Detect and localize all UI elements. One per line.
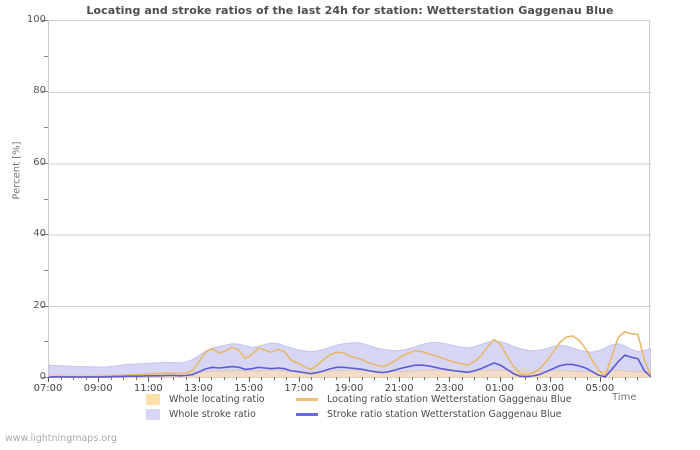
x-tick-mark-minor	[512, 377, 514, 380]
plot-area	[48, 20, 651, 378]
legend-label: Whole stroke ratio	[169, 409, 256, 420]
x-tick-mark-minor	[624, 377, 626, 380]
x-tick-mark-minor	[211, 377, 213, 380]
x-tick-mark	[148, 377, 150, 382]
line-series	[49, 330, 651, 378]
x-tick-mark-minor	[574, 377, 576, 380]
chart-legend: Whole locating ratio Locating ratio stat…	[146, 392, 576, 422]
x-tick-mark-minor	[261, 377, 263, 380]
legend-item-whole-stroke-ratio: Whole stroke ratio	[146, 409, 296, 420]
x-tick-mark-minor	[123, 377, 125, 380]
x-tick-mark-minor	[436, 377, 438, 380]
x-tick-mark-minor	[361, 377, 363, 380]
x-tick-mark-minor	[336, 377, 338, 380]
legend-row: Whole stroke ratio Stroke ratio station …	[146, 407, 576, 422]
x-tick-mark-minor	[386, 377, 388, 380]
line-series	[49, 354, 651, 378]
x-tick-mark	[499, 377, 501, 382]
x-tick-mark-minor	[160, 377, 162, 380]
x-tick-label: 09:00	[83, 383, 113, 394]
x-tick-mark-minor	[612, 377, 614, 380]
x-tick-label: 15:00	[234, 383, 264, 394]
x-axis-title: Time	[612, 392, 637, 403]
x-axis: 07:00 09:00 11:00 13:00 15:00 17:00 19:00 21:00…	[34, 377, 650, 399]
x-tick-mark	[599, 377, 601, 382]
x-tick-mark	[248, 377, 250, 382]
y-tick-label: 80	[33, 85, 46, 97]
x-tick-label: 05:00	[585, 383, 615, 394]
x-tick-mark	[449, 377, 451, 382]
legend-label: Locating ratio station Wetterstation Gag…	[327, 394, 572, 405]
x-tick-mark-minor	[323, 377, 325, 380]
legend-line-icon	[296, 398, 318, 401]
x-tick-mark-minor	[524, 377, 526, 380]
x-tick-mark-minor	[537, 377, 539, 380]
x-tick-mark-minor	[286, 377, 288, 380]
x-tick-label: 21:00	[384, 383, 414, 394]
x-tick-mark-minor	[135, 377, 137, 380]
x-tick-mark-minor	[223, 377, 225, 380]
x-tick-mark-minor	[474, 377, 476, 380]
x-tick-mark	[399, 377, 401, 382]
x-tick-mark-minor	[73, 377, 75, 380]
legend-item-locating-ratio-station: Locating ratio station Wetterstation Gag…	[296, 394, 572, 405]
series-layer	[49, 330, 651, 378]
x-tick-mark-minor	[461, 377, 463, 380]
legend-item-stroke-ratio-station: Stroke ratio station Wetterstation Gagge…	[296, 409, 562, 420]
x-tick-label: 07:00	[33, 383, 63, 394]
x-tick-mark	[198, 377, 200, 382]
legend-swatch-icon	[146, 409, 160, 420]
x-tick-mark-minor	[110, 377, 112, 380]
gridlines	[49, 91, 651, 308]
x-tick-label: 11:00	[133, 383, 163, 394]
x-tick-mark-minor	[173, 377, 175, 380]
legend-item-whole-locating-ratio: Whole locating ratio	[146, 394, 296, 405]
legend-label: Stroke ratio station Wetterstation Gagge…	[327, 409, 562, 420]
x-tick-mark-minor	[562, 377, 564, 380]
legend-label: Whole locating ratio	[169, 394, 265, 405]
x-tick-mark-minor	[374, 377, 376, 380]
x-tick-mark-minor	[236, 377, 238, 380]
x-tick-mark-minor	[424, 377, 426, 380]
x-tick-mark-minor	[311, 377, 313, 380]
x-tick-label: 23:00	[434, 383, 464, 394]
x-tick-mark	[549, 377, 551, 382]
area-series	[49, 340, 651, 378]
y-tick-label: 40	[33, 228, 46, 240]
x-tick-mark	[349, 377, 350, 382]
x-tick-mark	[98, 377, 100, 382]
legend-line-icon	[296, 413, 318, 416]
x-tick-mark-minor	[587, 377, 589, 380]
x-tick-label: 17:00	[284, 383, 314, 394]
y-tick-label: 20	[33, 299, 46, 311]
x-tick-mark-minor	[273, 377, 275, 380]
x-tick-label: 13:00	[184, 383, 213, 394]
legend-row: Whole locating ratio Locating ratio stat…	[146, 392, 576, 407]
x-tick-label: 03:00	[535, 383, 565, 394]
x-tick-mark-minor	[637, 377, 639, 380]
x-tick-label: 19:00	[334, 383, 364, 394]
y-tick-label: 0	[39, 371, 46, 382]
site-watermark: www.lightningmaps.org	[5, 433, 117, 444]
x-tick-mark	[48, 377, 49, 382]
x-tick-label: 01:00	[485, 383, 514, 394]
x-tick-mark	[298, 377, 300, 382]
legend-swatch-icon	[146, 394, 160, 405]
x-tick-mark-minor	[185, 377, 187, 380]
x-tick-mark-minor	[411, 377, 413, 380]
x-tick-mark-minor	[60, 377, 62, 380]
x-tick-mark-minor	[486, 377, 488, 380]
page-title: Locating and stroke ratios of the last 2…	[86, 4, 614, 17]
chart-canvas	[49, 91, 651, 378]
x-tick-mark-minor	[85, 377, 87, 380]
y-axis-title: Percent [%]	[11, 141, 23, 200]
